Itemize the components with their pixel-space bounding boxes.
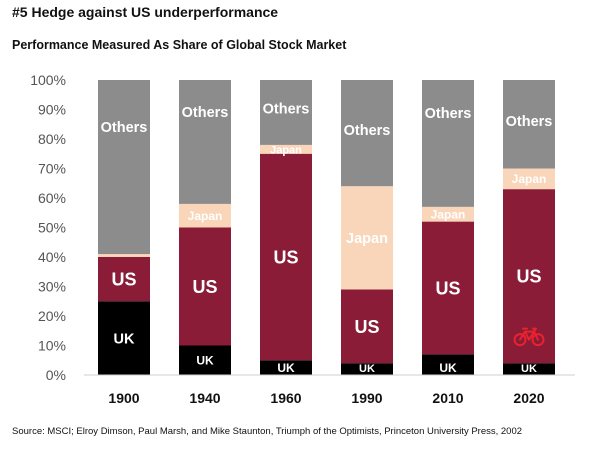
segment-label-japan-1960: Japan xyxy=(270,144,302,156)
bar-segment-us-2010 xyxy=(422,221,474,355)
x-tick-label: 1960 xyxy=(270,390,301,406)
segment-label-uk-2020: UK xyxy=(521,363,537,375)
bar-segment-japan-2010 xyxy=(422,206,474,222)
bar-segment-uk-1900 xyxy=(98,301,150,375)
segment-label-japan-1990: Japan xyxy=(346,231,388,247)
bars-group: UK US Others UK US Japan Others UK US Japan Others… xyxy=(98,80,555,375)
bar-segment-uk-1990 xyxy=(341,363,393,375)
source-note: Source: MSCI; Elroy Dimson, Paul Marsh, … xyxy=(12,426,523,437)
segment-label-others-1940: Others xyxy=(182,105,229,121)
y-tick-label: 10% xyxy=(38,338,66,354)
segment-label-uk-1940: UK xyxy=(196,354,214,368)
y-tick-label: 50% xyxy=(38,220,66,236)
stacked-bar-chart: 0% 10% 20% 30% 40% 50% 60% 70% 80% 90% 100% UK US Ot… xyxy=(30,72,575,406)
y-tick-label: 0% xyxy=(46,367,66,383)
bar-segment-japan-1940 xyxy=(179,203,231,228)
segment-label-us-2010: US xyxy=(435,278,460,298)
bar-segment-japan-2020 xyxy=(503,168,555,190)
bar-segment-uk-2020 xyxy=(503,363,555,375)
segment-label-us-1990: US xyxy=(354,317,379,337)
segment-label-japan-2020: Japan xyxy=(512,172,547,186)
segment-label-us-1900: US xyxy=(111,270,136,290)
y-tick-label: 40% xyxy=(38,249,66,265)
bar-segment-uk-1940 xyxy=(179,345,231,375)
segment-label-others-2020: Others xyxy=(506,114,553,130)
y-axis: 0% 10% 20% 30% 40% 50% 60% 70% 80% 90% 100% xyxy=(30,72,66,383)
y-tick-label: 90% xyxy=(38,102,66,118)
segment-label-us-1940: US xyxy=(192,277,217,297)
x-tick-label: 1990 xyxy=(351,390,382,406)
x-tick-label: 1940 xyxy=(189,390,220,406)
segment-label-japan-1940: Japan xyxy=(188,209,223,223)
segment-label-uk-1900: UK xyxy=(114,331,135,347)
y-tick-label: 20% xyxy=(38,308,66,324)
segment-label-japan-2010: Japan xyxy=(431,208,466,222)
bar-segment-uk-1960 xyxy=(260,360,312,375)
bar-segment-us-1960 xyxy=(260,153,312,361)
bar-segment-us-2020 xyxy=(503,189,555,364)
bar-segment-others-1900 xyxy=(98,80,150,255)
y-tick-label: 100% xyxy=(30,72,66,88)
bar-group-1900: UK US Others xyxy=(98,80,150,375)
bar-segment-us-1900 xyxy=(98,257,150,302)
bar-segment-others-2020 xyxy=(503,80,555,169)
segment-label-uk-1990: UK xyxy=(359,363,375,375)
chart-title: Performance Measured As Share of Global … xyxy=(12,38,347,52)
bar-segment-japan-1990 xyxy=(341,186,393,290)
bar-group-1940: UK US Japan Others xyxy=(179,80,231,375)
y-tick-label: 30% xyxy=(38,279,66,295)
segment-label-others-1900: Others xyxy=(101,120,148,136)
segment-label-us-2020: US xyxy=(516,267,541,287)
x-tick-label: 1900 xyxy=(108,390,139,406)
page-heading: #5 Hedge against US underperformance xyxy=(12,4,279,20)
y-tick-label: 70% xyxy=(38,161,66,177)
segment-label-uk-1960: UK xyxy=(277,361,295,375)
bar-group-1990: UK US Japan Others xyxy=(341,80,393,375)
bicycle-icon xyxy=(513,327,545,347)
x-tick-label: 2020 xyxy=(513,390,544,406)
bar-segment-japan-1900 xyxy=(98,254,150,257)
segment-label-others-1990: Others xyxy=(344,123,391,139)
bar-segment-others-1940 xyxy=(179,80,231,204)
bar-segment-us-1940 xyxy=(179,227,231,346)
annotation-layer xyxy=(513,327,545,347)
x-axis: 1900 1940 1960 1990 2010 2020 xyxy=(108,390,544,406)
bar-segment-others-2010 xyxy=(422,80,474,207)
bar-segment-others-1960 xyxy=(260,80,312,145)
segment-label-us-1960: US xyxy=(273,247,298,267)
y-tick-label: 60% xyxy=(38,190,66,206)
segment-label-uk-2010: UK xyxy=(439,361,457,375)
bar-segment-us-1990 xyxy=(341,289,393,364)
bar-group-1960: UK US Japan Others xyxy=(260,80,312,375)
bar-segment-japan-1960 xyxy=(260,144,312,154)
y-tick-label: 80% xyxy=(38,131,66,147)
x-tick-label: 2010 xyxy=(432,390,463,406)
bar-group-2020: UK US Japan Others xyxy=(503,80,555,375)
segment-label-others-2010: Others xyxy=(425,106,472,122)
bar-segment-others-1990 xyxy=(341,80,393,187)
segment-label-others-1960: Others xyxy=(263,102,310,118)
bar-group-2010: UK US Japan Others xyxy=(422,80,474,375)
bar-segment-uk-2010 xyxy=(422,354,474,375)
